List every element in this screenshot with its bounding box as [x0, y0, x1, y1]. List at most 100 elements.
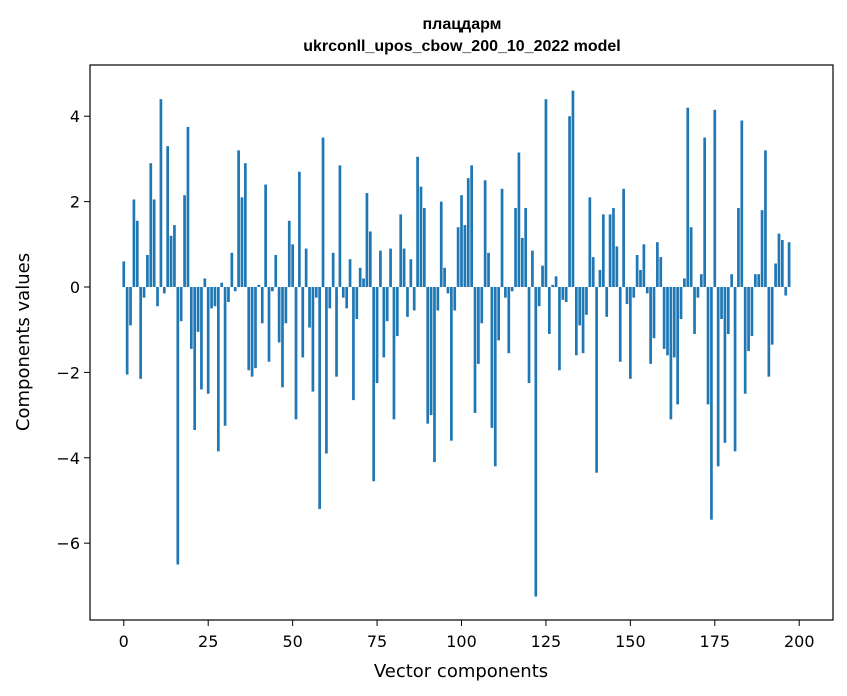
bar — [247, 287, 251, 371]
bar — [703, 137, 707, 287]
bar — [716, 287, 720, 467]
bar — [571, 90, 575, 288]
bar — [686, 107, 690, 287]
bar — [301, 287, 305, 358]
bar — [558, 287, 561, 371]
y-axis-label: Components values — [13, 253, 34, 431]
bar — [608, 214, 612, 287]
bar — [784, 287, 788, 296]
bar — [473, 287, 477, 413]
bar — [338, 165, 342, 287]
bar — [318, 287, 321, 509]
bar — [125, 287, 129, 375]
x-tick-label: 0 — [119, 632, 129, 651]
bar — [412, 287, 416, 311]
bar — [632, 287, 636, 298]
bar — [129, 287, 132, 326]
bar — [767, 287, 771, 377]
bar — [689, 227, 693, 287]
bar — [561, 287, 565, 300]
bar — [193, 287, 197, 431]
bar — [423, 208, 426, 287]
bar — [281, 287, 284, 388]
bar — [162, 287, 166, 294]
bar — [139, 287, 143, 379]
bar — [200, 287, 203, 390]
bar — [382, 287, 386, 358]
bar — [183, 195, 186, 287]
bar — [541, 265, 544, 287]
bar — [504, 287, 507, 298]
bar — [176, 287, 180, 565]
bar — [223, 287, 227, 426]
bar — [254, 287, 257, 369]
bar — [220, 282, 224, 287]
bar — [368, 231, 372, 287]
bar — [325, 287, 328, 454]
bar — [284, 287, 288, 324]
bar — [311, 287, 315, 392]
bar — [764, 150, 767, 287]
y-tick-label: 4 — [70, 107, 80, 126]
bar — [510, 287, 514, 292]
bar — [588, 197, 592, 287]
chart-subtitle: ukrconll_upos_cbow_200_10_2022 model — [303, 38, 620, 55]
bar — [662, 287, 666, 349]
bar — [142, 287, 146, 298]
bar — [287, 220, 291, 287]
bar — [439, 201, 443, 287]
bar — [683, 278, 686, 287]
bar — [622, 188, 625, 287]
bar — [554, 276, 558, 287]
bar — [551, 284, 555, 287]
x-tick-label: 150 — [615, 632, 646, 651]
bar — [122, 261, 126, 287]
bar — [544, 99, 548, 288]
bar — [294, 287, 298, 420]
bar — [706, 287, 710, 405]
bar — [531, 250, 534, 287]
bar — [699, 274, 703, 287]
bar — [693, 287, 696, 334]
bar — [743, 287, 747, 394]
bar — [244, 163, 247, 287]
bar — [335, 287, 338, 377]
chart-title: плацдарм — [422, 16, 501, 33]
bar — [618, 287, 622, 362]
bar — [433, 287, 436, 463]
bar — [679, 287, 683, 320]
bar — [777, 233, 781, 287]
bar — [737, 208, 740, 287]
bar — [443, 267, 446, 287]
bar — [331, 252, 335, 287]
bar — [770, 287, 774, 345]
x-tick-label: 100 — [446, 632, 477, 651]
bar — [341, 287, 345, 298]
bar — [159, 99, 163, 288]
bar — [774, 263, 777, 287]
bar — [524, 208, 528, 287]
bar — [720, 287, 723, 320]
bar — [264, 184, 267, 287]
plot-frame — [89, 64, 834, 621]
bar — [419, 186, 423, 287]
bar — [493, 287, 497, 467]
bar — [375, 287, 379, 384]
bar — [392, 287, 396, 420]
y-tick-label: −4 — [56, 449, 80, 468]
bar — [497, 287, 500, 341]
bar — [146, 254, 149, 287]
bar — [480, 287, 484, 324]
bar — [365, 193, 369, 287]
bar — [304, 248, 308, 287]
bar — [710, 287, 713, 520]
bar-series — [122, 90, 791, 597]
bar — [189, 287, 193, 349]
bar — [601, 214, 605, 287]
bar — [605, 287, 609, 317]
bar — [271, 287, 274, 292]
bar — [352, 287, 355, 401]
x-axis: 0 25 50 75 100 125 150 175 200 — [119, 620, 815, 651]
bar — [240, 197, 244, 287]
bar — [328, 287, 332, 309]
